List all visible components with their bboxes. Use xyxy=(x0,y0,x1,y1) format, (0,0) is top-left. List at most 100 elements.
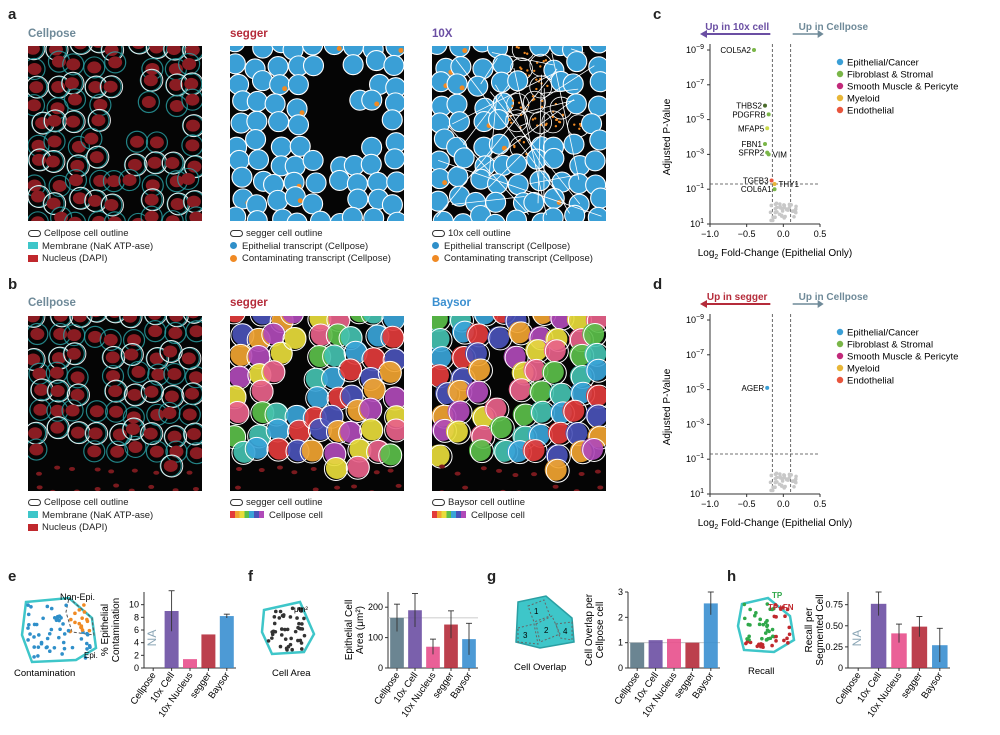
nucleus xyxy=(188,371,202,384)
schematic-dot xyxy=(300,627,305,631)
schematic-dot xyxy=(52,646,57,650)
schematic-dot xyxy=(785,636,789,641)
epithelial-transcripts xyxy=(344,155,365,176)
epithelial-transcripts xyxy=(447,166,468,187)
cell-outline xyxy=(140,380,164,404)
nucleus xyxy=(29,81,44,94)
epithelial-transcripts xyxy=(268,56,289,77)
cell-outline xyxy=(302,149,324,171)
epithelial-transcripts xyxy=(310,211,331,221)
cellpose-cell xyxy=(508,378,531,401)
epithelial-transcripts xyxy=(230,46,244,52)
schematic-dot xyxy=(77,608,82,612)
y-axis-label: Contamination xyxy=(111,598,122,662)
schematic-dot xyxy=(60,652,64,656)
legend-text: Cellpose cell xyxy=(471,509,525,521)
cellpose-cell xyxy=(325,456,348,479)
y-tick-label: 0 xyxy=(618,663,623,673)
nucleus xyxy=(531,472,538,477)
nucleus xyxy=(187,316,199,319)
epithelial-transcripts xyxy=(566,51,587,72)
bar xyxy=(630,642,645,668)
cellpose-cell xyxy=(523,358,546,381)
ns-gene-point xyxy=(790,479,795,484)
membrane xyxy=(83,56,106,79)
microscopy-canvas xyxy=(28,316,202,491)
schematic-dot xyxy=(32,655,36,659)
schematic-dot xyxy=(290,606,295,611)
label-tpfn: TP+FN xyxy=(768,603,794,612)
cellpose-cell xyxy=(230,365,252,388)
cellpose-cell xyxy=(530,400,553,423)
y-tick-label: 101 xyxy=(690,488,704,499)
gene-point xyxy=(765,126,770,131)
cell-outline xyxy=(381,109,403,131)
schematic-dot xyxy=(82,610,87,614)
epithelial-transcripts xyxy=(446,94,467,115)
y-tick-label: 10−9 xyxy=(686,314,704,325)
schematic-dot xyxy=(66,628,71,633)
ns-gene-point xyxy=(793,207,798,211)
cellpose-cell xyxy=(323,366,346,389)
epithelial-transcripts xyxy=(454,147,475,168)
schematic-dot xyxy=(26,612,31,617)
legend-label: Epithelial/Cancer xyxy=(847,58,919,69)
ns-gene-point xyxy=(768,480,773,485)
row-b-title-2: segger xyxy=(230,297,268,309)
cell-outline xyxy=(70,46,93,55)
bar xyxy=(667,638,681,668)
bar xyxy=(408,610,422,668)
epithelial-transcripts xyxy=(361,137,382,158)
nucleus xyxy=(51,55,66,68)
schematic-dot xyxy=(57,614,62,619)
epithelial-transcripts xyxy=(543,148,564,169)
contaminating-transcript xyxy=(282,86,288,92)
epithelial-dot xyxy=(230,242,237,250)
membrane xyxy=(48,174,71,198)
cellpose-cell xyxy=(541,360,564,383)
cell-outline xyxy=(490,416,515,441)
cellpose-cell xyxy=(529,380,552,403)
schematic-dot xyxy=(58,627,62,632)
epithelial-transcripts xyxy=(432,46,447,55)
schematic-dot xyxy=(47,631,52,636)
nucleus xyxy=(168,63,183,76)
epithelial-transcripts xyxy=(302,46,323,55)
nucleus xyxy=(594,469,601,474)
nucleus xyxy=(66,347,81,360)
nucleus xyxy=(369,490,375,491)
legend-dot xyxy=(836,352,844,360)
epithelial-transcripts xyxy=(366,50,387,71)
cellpose-cell xyxy=(384,386,404,409)
bar xyxy=(891,633,907,668)
nucleus xyxy=(141,95,156,108)
cell-outline xyxy=(42,150,66,174)
legend-dot xyxy=(836,58,844,66)
membrane xyxy=(104,400,128,423)
cell-outline xyxy=(383,54,404,76)
schematic-dot xyxy=(763,631,768,635)
cellpose-cell xyxy=(324,344,347,367)
schematic-dot xyxy=(774,634,778,639)
schematic-dot xyxy=(80,616,84,620)
cell-outline xyxy=(329,212,351,221)
legend-label: Myeloid xyxy=(847,94,880,105)
cell-outline xyxy=(452,213,474,221)
nucleus xyxy=(46,197,61,210)
cell-outline xyxy=(488,131,546,188)
schematic-dot xyxy=(786,641,790,645)
legend-label: Epithelial/Cancer xyxy=(847,328,919,339)
nucleus xyxy=(93,46,104,48)
nucleus xyxy=(373,470,380,475)
nucleus xyxy=(334,485,341,490)
legend-label: Fibroblast & Stromal xyxy=(847,70,933,81)
schematic-dot xyxy=(32,635,36,639)
schematic-dot xyxy=(274,609,278,614)
cellpose-cell xyxy=(522,439,545,462)
nucleus xyxy=(28,316,40,323)
outline-swatch xyxy=(432,498,445,506)
arrow-left-head xyxy=(700,300,707,308)
cell-outline xyxy=(247,149,270,171)
schematic-cell-overlap: 1 2 3 4 Cell Overlap xyxy=(514,595,575,673)
